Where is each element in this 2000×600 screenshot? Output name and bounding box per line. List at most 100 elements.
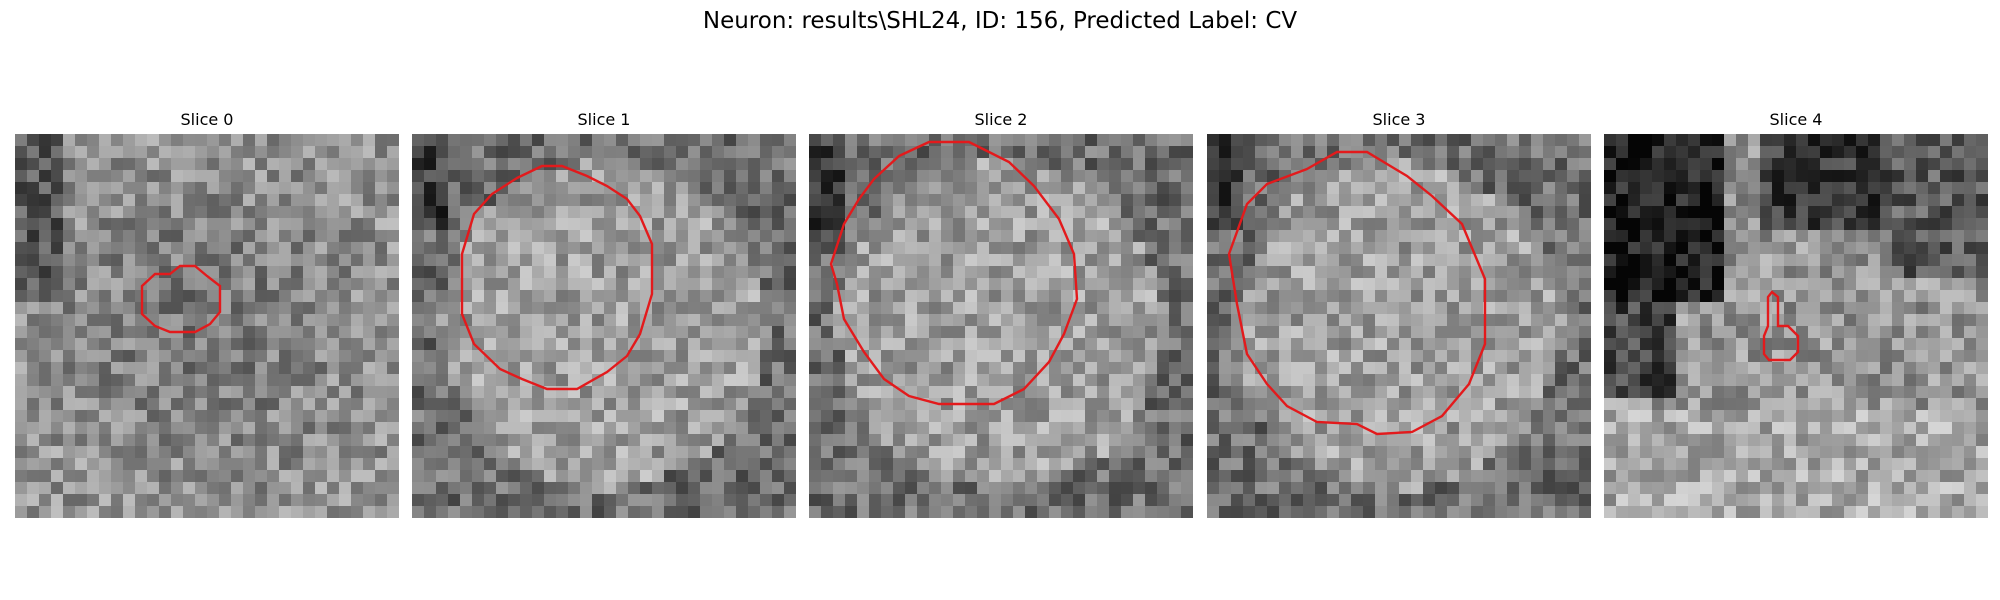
image-pixel [664, 434, 677, 447]
image-pixel [1061, 254, 1074, 267]
image-pixel [1952, 398, 1965, 411]
image-pixel [1315, 278, 1328, 291]
image-pixel [604, 314, 617, 327]
image-pixel [1868, 302, 1881, 315]
image-pixel [339, 230, 352, 243]
image-pixel [1097, 398, 1110, 411]
image-pixel [676, 134, 689, 147]
image-pixel [243, 206, 256, 219]
image-pixel [1868, 266, 1881, 279]
image-pixel [1736, 350, 1749, 363]
image-pixel [1519, 506, 1532, 518]
image-pixel [496, 386, 509, 399]
image-pixel [977, 254, 990, 267]
image-pixel [1567, 302, 1580, 315]
image-pixel [1736, 446, 1749, 459]
image-pixel [1916, 374, 1929, 387]
image-pixel [171, 230, 184, 243]
image-pixel [1579, 134, 1591, 147]
image-pixel [833, 326, 846, 339]
image-pixel [1181, 362, 1193, 375]
image-pixel [1001, 410, 1014, 423]
image-pixel [1133, 134, 1146, 147]
image-pixel [1145, 494, 1158, 507]
image-pixel [1964, 134, 1977, 147]
image-pixel [857, 302, 870, 315]
image-pixel [412, 278, 425, 291]
image-pixel [496, 374, 509, 387]
image-pixel [183, 146, 196, 159]
image-pixel [760, 422, 773, 435]
image-pixel [135, 446, 148, 459]
image-pixel [1001, 422, 1014, 435]
image-pixel [929, 302, 942, 315]
image-pixel [1267, 242, 1280, 255]
image-pixel [1109, 422, 1122, 435]
image-pixel [1025, 446, 1038, 459]
image-pixel [1712, 458, 1725, 471]
image-pixel [1181, 254, 1193, 267]
image-pixel [1423, 254, 1436, 267]
image-pixel [1363, 494, 1376, 507]
image-pixel [1820, 458, 1833, 471]
image-pixel [640, 434, 653, 447]
image-pixel [1676, 170, 1689, 183]
image-pixel [1435, 278, 1448, 291]
image-pixel [267, 158, 280, 171]
image-pixel [700, 338, 713, 351]
image-pixel [532, 230, 545, 243]
image-pixel [544, 494, 557, 507]
image-pixel [1061, 386, 1074, 399]
image-pixel [1784, 230, 1797, 243]
image-pixel [1157, 254, 1170, 267]
image-pixel [412, 314, 425, 327]
image-pixel [243, 290, 256, 303]
image-pixel [1399, 410, 1412, 423]
image-pixel [27, 362, 40, 375]
image-pixel [1820, 134, 1833, 147]
image-pixel [39, 266, 52, 279]
image-pixel [1231, 146, 1244, 159]
image-pixel [1459, 278, 1472, 291]
image-pixel [51, 218, 64, 231]
image-pixel [1121, 422, 1134, 435]
image-pixel [1736, 218, 1749, 231]
image-pixel [580, 422, 593, 435]
image-pixel [893, 182, 906, 195]
image-pixel [171, 446, 184, 459]
image-pixel [195, 482, 208, 495]
image-pixel [1976, 182, 1988, 195]
image-pixel [905, 194, 918, 207]
image-pixel [135, 494, 148, 507]
image-pixel [1507, 422, 1520, 435]
image-pixel [1712, 278, 1725, 291]
image-pixel [1339, 506, 1352, 518]
image-pixel [1736, 398, 1749, 411]
image-pixel [556, 218, 569, 231]
image-pixel [628, 422, 641, 435]
image-pixel [881, 470, 894, 483]
image-pixel [1363, 170, 1376, 183]
image-pixel [171, 206, 184, 219]
image-pixel [303, 290, 316, 303]
image-pixel [917, 458, 930, 471]
image-pixel [664, 362, 677, 375]
image-pixel [568, 362, 581, 375]
image-pixel [652, 302, 665, 315]
image-pixel [1279, 470, 1292, 483]
image-pixel [1219, 482, 1232, 495]
image-pixel [1604, 398, 1617, 411]
image-pixel [63, 494, 76, 507]
image-pixel [1073, 326, 1086, 339]
image-pixel [219, 326, 232, 339]
image-pixel [977, 410, 990, 423]
image-pixel [1339, 362, 1352, 375]
image-pixel [1676, 338, 1689, 351]
image-pixel [351, 362, 364, 375]
image-pixel [1507, 206, 1520, 219]
image-pixel [1579, 254, 1591, 267]
image-pixel [688, 254, 701, 267]
image-pixel [1327, 374, 1340, 387]
image-pixel [1157, 410, 1170, 423]
image-pixel [1219, 158, 1232, 171]
